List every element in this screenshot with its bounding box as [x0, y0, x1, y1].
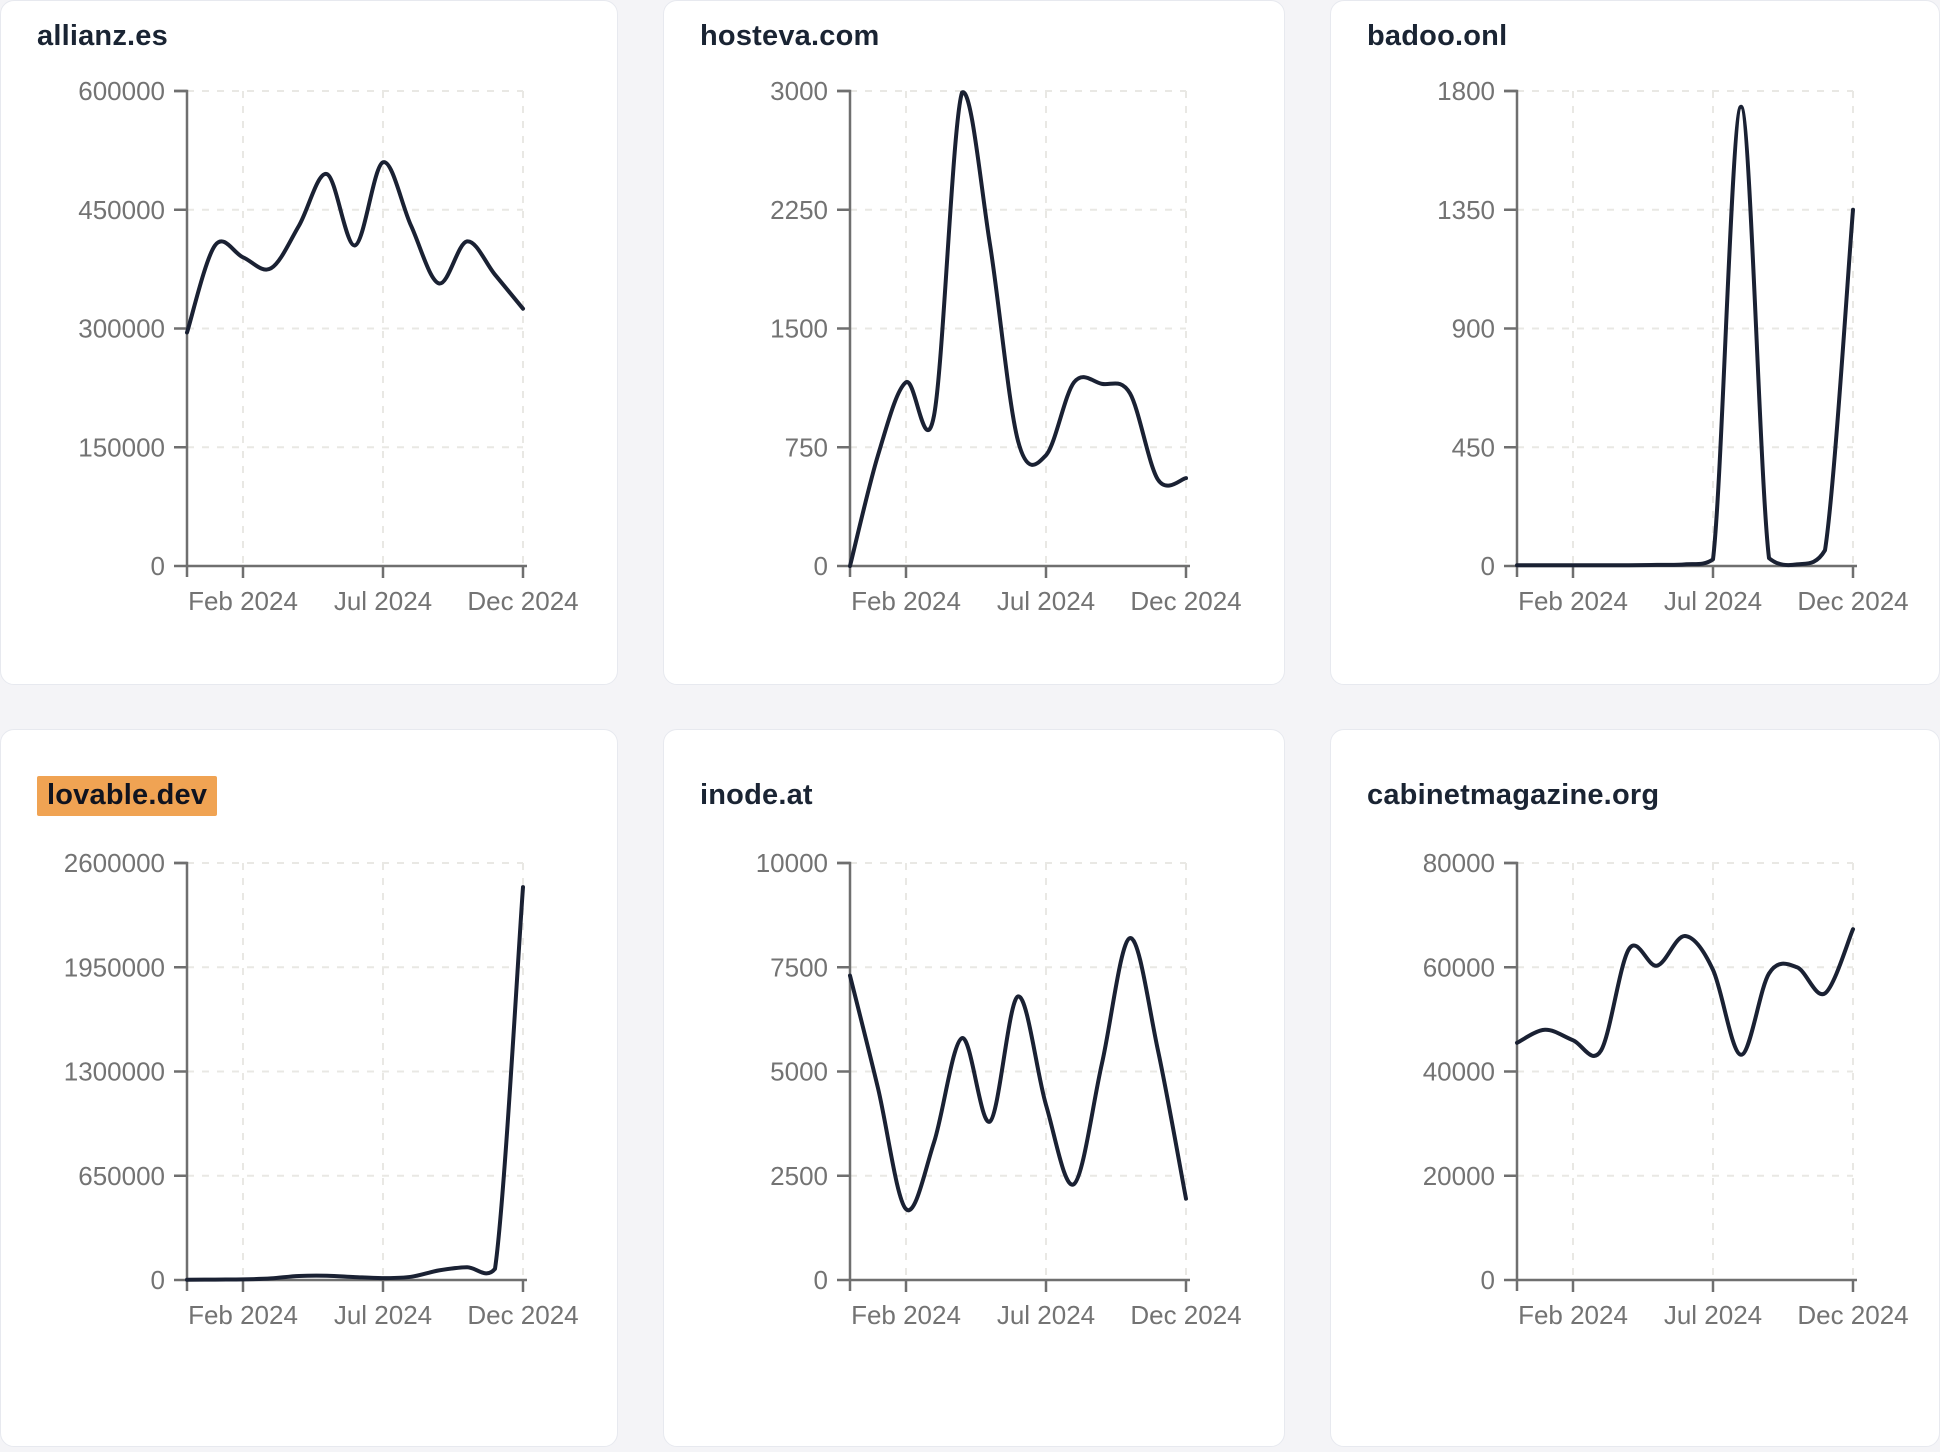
line-chart-allianz: 0 150000 300000 450000 600000 Feb 2024 Jul 202… — [78, 76, 578, 616]
series-line — [1515, 104, 1855, 568]
y-tick-label: 1500 — [770, 314, 828, 344]
y-tick-label: 40000 — [1423, 1057, 1495, 1087]
x-tick-label: Jul 2024 — [334, 1300, 432, 1330]
y-tick-label: 600000 — [78, 76, 165, 106]
y-tick-label: 1300000 — [64, 1057, 165, 1087]
x-tick-label: Feb 2024 — [851, 586, 961, 616]
x-tick-label: Jul 2024 — [1664, 586, 1762, 616]
chart-card-cabinetmagazine: cabinetmagazine.org 0 20000 40000 60000 8000… — [1330, 729, 1940, 1447]
y-tick-label: 80000 — [1423, 848, 1495, 878]
y-tick-label: 60000 — [1423, 952, 1495, 982]
y-tick-label: 0 — [1481, 551, 1495, 581]
y-tick-label: 2250 — [770, 195, 828, 225]
line-chart-badoo: 0 450 900 1350 1800 Feb 2024 Jul 2024 Dec 2024 — [1437, 76, 1909, 616]
x-tick-label: Feb 2024 — [1518, 1300, 1628, 1330]
y-tick-label: 0 — [151, 551, 165, 581]
x-axis — [1515, 564, 1857, 577]
series-line — [1515, 927, 1855, 1058]
x-tick-label: Feb 2024 — [188, 586, 298, 616]
x-tick-label: Dec 2024 — [1797, 586, 1908, 616]
y-tick-label: 20000 — [1423, 1161, 1495, 1191]
y-tick-label: 1350 — [1437, 195, 1495, 225]
chart-title: cabinetmagazine.org — [1331, 778, 1939, 812]
chart-card-badoo: badoo.onl 0 450 900 1350 1800 Feb 2024 Jul 202… — [1330, 0, 1940, 685]
y-tick-label: 2500 — [770, 1161, 828, 1191]
y-tick-label: 3000 — [770, 76, 828, 106]
series-line — [848, 90, 1188, 568]
y-tick-label: 1800 — [1437, 76, 1495, 106]
y-tick-label: 0 — [1481, 1265, 1495, 1295]
x-tick-label: Jul 2024 — [1664, 1300, 1762, 1330]
domain-label[interactable]: inode.at — [700, 779, 813, 811]
domain-label[interactable]: cabinetmagazine.org — [1367, 779, 1660, 811]
y-tick-label: 750 — [785, 432, 828, 462]
chart-title: badoo.onl — [1331, 19, 1939, 53]
x-tick-label: Feb 2024 — [1518, 586, 1628, 616]
y-tick-label: 650000 — [78, 1161, 165, 1191]
x-tick-label: Feb 2024 — [188, 1300, 298, 1330]
domain-label-highlighted[interactable]: lovable.dev — [37, 776, 218, 816]
y-tick-label: 5000 — [770, 1057, 828, 1087]
x-tick-label: Dec 2024 — [1797, 1300, 1908, 1330]
x-axis — [185, 564, 527, 577]
line-chart-lovable: 0 650000 1300000 1950000 2600000 Feb 2024 Jul … — [64, 848, 579, 1330]
y-tick-label: 0 — [814, 1265, 828, 1295]
x-tick-label: Jul 2024 — [997, 1300, 1095, 1330]
x-tick-label: Dec 2024 — [1130, 1300, 1241, 1330]
y-tick-label: 900 — [1452, 314, 1495, 344]
domain-label[interactable]: badoo.onl — [1367, 20, 1508, 52]
chart-title: inode.at — [664, 778, 1284, 812]
chart-card-hosteva: hosteva.com 0 750 1500 2250 3000 Feb 2024 Jul … — [663, 0, 1285, 685]
series-line — [185, 160, 525, 335]
x-axis — [848, 1278, 1190, 1291]
chart-card-allianz: allianz.es 0 150000 300000 450000 600000 Feb … — [0, 0, 618, 685]
x-tick-label: Jul 2024 — [997, 586, 1095, 616]
x-tick-label: Dec 2024 — [1130, 586, 1241, 616]
y-tick-label: 7500 — [770, 952, 828, 982]
line-chart-hosteva: 0 750 1500 2250 3000 Feb 2024 Jul 2024 Dec 2024 — [770, 76, 1242, 616]
x-tick-label: Dec 2024 — [467, 1300, 578, 1330]
y-tick-label: 1950000 — [64, 952, 165, 982]
line-chart-cabinetmagazine: 0 20000 40000 60000 80000 Feb 2024 Jul 2024 Dec… — [1423, 848, 1909, 1330]
chart-title: allianz.es — [1, 19, 617, 53]
series-line — [848, 936, 1188, 1213]
y-tick-label: 150000 — [78, 432, 165, 462]
y-tick-label: 300000 — [78, 314, 165, 344]
x-axis — [848, 564, 1190, 577]
x-axis — [185, 1278, 527, 1291]
chart-title: hosteva.com — [664, 19, 1284, 53]
y-tick-label: 0 — [151, 1265, 165, 1295]
chart-card-lovable: lovable.dev 0 650000 1300000 1950000 2600000… — [0, 729, 618, 1447]
chart-card-inode: inode.at 0 2500 5000 7500 10000 Feb 2024 Jul 2… — [663, 729, 1285, 1447]
x-tick-label: Dec 2024 — [467, 586, 578, 616]
y-tick-label: 450 — [1452, 432, 1495, 462]
y-tick-label: 2600000 — [64, 848, 165, 878]
y-tick-label: 0 — [814, 551, 828, 581]
domain-label[interactable]: hosteva.com — [700, 20, 880, 52]
y-tick-label: 10000 — [756, 848, 828, 878]
x-tick-label: Jul 2024 — [334, 586, 432, 616]
y-tick-label: 450000 — [78, 195, 165, 225]
series-line — [185, 885, 525, 1282]
chart-title: lovable.dev — [1, 776, 617, 816]
x-axis — [1515, 1278, 1857, 1291]
x-tick-label: Feb 2024 — [851, 1300, 961, 1330]
line-chart-inode: 0 2500 5000 7500 10000 Feb 2024 Jul 2024 Dec 20… — [756, 848, 1242, 1330]
domain-label[interactable]: allianz.es — [37, 20, 168, 52]
